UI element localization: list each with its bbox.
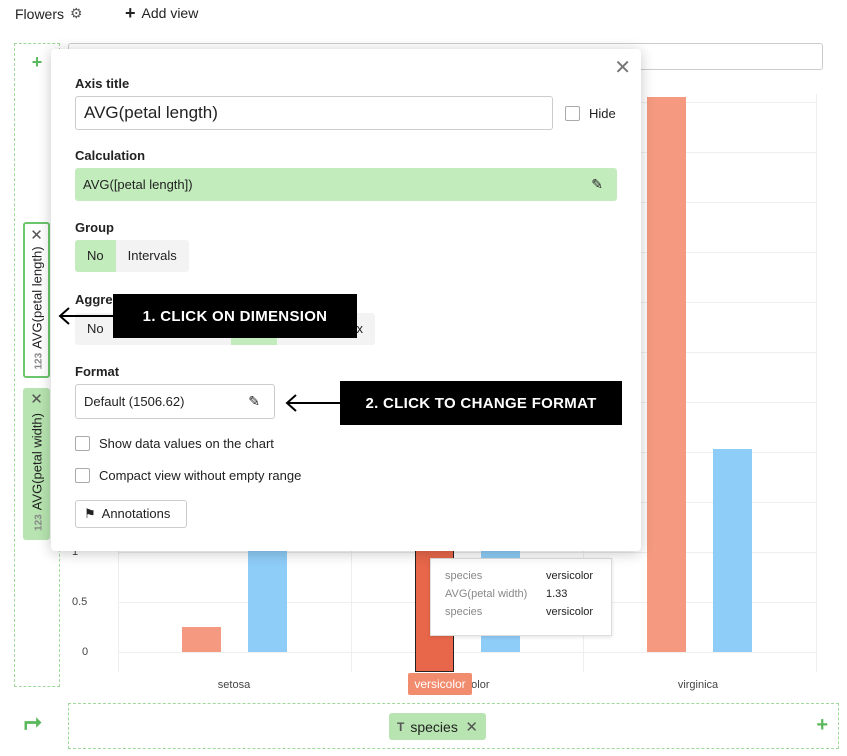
annotations-label: Annotations bbox=[101, 506, 171, 521]
tooltip-value: versicolor bbox=[546, 606, 594, 618]
remove-field-icon[interactable]: ✕ bbox=[30, 227, 43, 244]
chart-tooltip: species versicolor AVG(petal width) 1.33 s… bbox=[430, 558, 612, 636]
number-type-icon: 123 bbox=[33, 514, 44, 531]
aggregation-option-no[interactable]: No bbox=[87, 321, 104, 336]
pencil-icon: ✎ bbox=[248, 393, 260, 409]
y-pill-label: 123 AVG(petal length) bbox=[29, 246, 44, 369]
grid-line bbox=[118, 552, 816, 553]
y-pill-petal-length[interactable]: ✕ 123 AVG(petal length) bbox=[23, 222, 50, 378]
show-values-label: Show data values on the chart bbox=[99, 436, 274, 451]
y-pill-petal-width[interactable]: ✕ 123 AVG(petal width) bbox=[23, 388, 50, 540]
add-view-label: Add view bbox=[141, 5, 199, 21]
tooltip-row: species versicolor bbox=[445, 603, 597, 621]
calculation-value: AVG([petal length]) bbox=[83, 177, 193, 192]
group-selector: No Intervals bbox=[75, 240, 189, 272]
callout-step2: 2. CLICK TO CHANGE FORMAT bbox=[340, 381, 622, 425]
annotations-button[interactable]: ⚑ Annotations bbox=[75, 500, 187, 528]
tooltip-value: versicolor bbox=[546, 570, 594, 582]
tooltip-row: species versicolor bbox=[445, 567, 597, 585]
grid-line bbox=[118, 652, 816, 653]
format-button[interactable]: Default (1506.62) ✎ bbox=[75, 384, 275, 419]
add-view-button[interactable]: + Add view bbox=[125, 3, 199, 23]
close-icon[interactable]: ✕ bbox=[614, 57, 631, 79]
group-option-no[interactable]: No bbox=[75, 240, 116, 272]
show-values-checkbox[interactable] bbox=[75, 436, 90, 451]
group-option-intervals[interactable]: Intervals bbox=[127, 248, 177, 263]
remove-field-icon[interactable]: ✕ bbox=[30, 391, 43, 408]
tooltip-value: 1.33 bbox=[546, 588, 568, 600]
add-y-field-icon[interactable]: + bbox=[31, 52, 43, 72]
pencil-icon[interactable]: ✎ bbox=[591, 176, 603, 192]
tooltip-key: AVG(petal width) bbox=[445, 588, 528, 600]
y-tick-label: 0.5 bbox=[72, 596, 88, 608]
callout-step1: 1. CLICK ON DIMENSION bbox=[113, 294, 357, 338]
axis-title-label: Axis title bbox=[75, 76, 130, 91]
y-tick-label: 0 bbox=[82, 646, 89, 658]
x-tick-label: virginica bbox=[677, 679, 719, 691]
calculation-field[interactable]: AVG([petal length]) ✎ bbox=[75, 168, 617, 201]
bar-virginica-petal-width[interactable] bbox=[713, 449, 753, 652]
format-label: Format bbox=[75, 364, 120, 379]
hide-checkbox[interactable] bbox=[565, 106, 580, 121]
hide-label: Hide bbox=[589, 106, 616, 121]
arrow-left-icon bbox=[285, 394, 340, 412]
flag-icon: ⚑ bbox=[84, 506, 96, 521]
bar-setosa-petal-length[interactable] bbox=[181, 627, 221, 652]
number-type-icon: 123 bbox=[33, 352, 44, 370]
tooltip-key: species bbox=[445, 570, 483, 582]
bar-virginica-petal-length[interactable] bbox=[647, 97, 687, 652]
axis-title-input[interactable]: AVG(petal length) bbox=[75, 96, 553, 130]
group-label: Group bbox=[75, 220, 114, 235]
aggregation-label: Aggre bbox=[75, 292, 113, 307]
calculation-label: Calculation bbox=[75, 148, 146, 163]
swap-axes-icon[interactable]: ⮣ bbox=[24, 708, 42, 733]
y-pill-text: AVG(petal length) bbox=[29, 246, 44, 349]
text-type-icon: T bbox=[397, 719, 405, 734]
x-pill-label: species bbox=[410, 718, 458, 735]
grid-line bbox=[816, 94, 817, 672]
x-tick-highlight: versicolor bbox=[408, 673, 472, 695]
tooltip-row: AVG(petal width) 1.33 bbox=[445, 585, 597, 603]
tooltip-key: species bbox=[445, 606, 483, 618]
x-axis-dropzone[interactable]: + bbox=[68, 703, 839, 749]
aggregation-option-max[interactable]: x bbox=[356, 321, 364, 336]
format-value: Default (1506.62) bbox=[84, 394, 185, 409]
x-pill-species[interactable]: T species ✕ bbox=[389, 713, 486, 740]
compact-view-label: Compact view without empty range bbox=[99, 468, 302, 483]
compact-view-checkbox[interactable] bbox=[75, 468, 90, 483]
view-title-label: Flowers bbox=[15, 5, 65, 22]
gear-icon[interactable]: ⚙ bbox=[70, 5, 83, 21]
view-title[interactable]: Flowers ⚙ bbox=[15, 5, 83, 22]
add-x-field-icon[interactable]: + bbox=[816, 714, 828, 736]
arrow-left-icon bbox=[58, 307, 113, 325]
y-tick-label: 1 bbox=[72, 546, 79, 558]
y-pill-label: 123 AVG(petal width) bbox=[29, 413, 44, 531]
y-pill-text: AVG(petal width) bbox=[29, 413, 44, 511]
remove-field-icon[interactable]: ✕ bbox=[465, 718, 478, 736]
x-tick-label: setosa bbox=[217, 679, 251, 691]
plus-icon: + bbox=[125, 3, 136, 23]
